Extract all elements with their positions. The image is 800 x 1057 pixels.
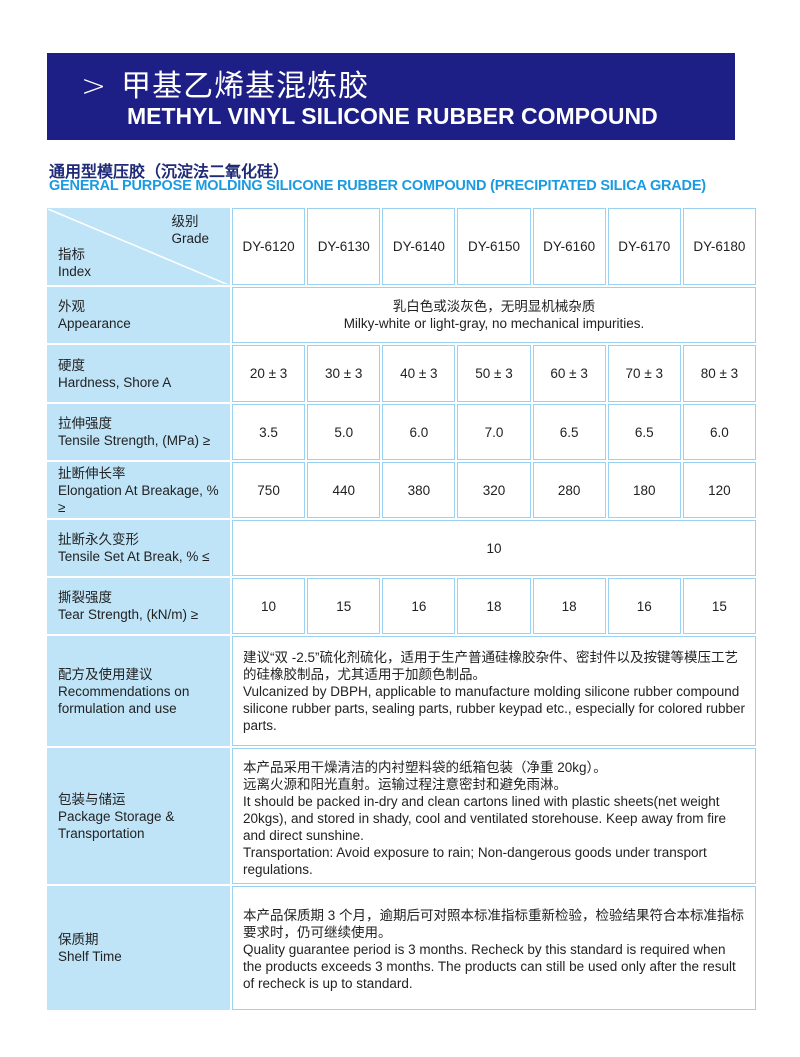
row-label: 扯断伸长率 Elongation At Breakage, % ≥ <box>47 462 230 518</box>
section-title-en: GENERAL PURPOSE MOLDING SILICONE RUBBER … <box>49 178 706 194</box>
chevron-right-icon: > <box>81 69 108 104</box>
cell: 120 <box>682 462 756 518</box>
cell: 320 <box>457 462 531 518</box>
row-label: 配方及使用建议 Recommendations on formulation an… <box>47 636 230 746</box>
table-row: 硬度 Hardness, Shore A 20 ± 3 30 ± 3 40 ± 3 50… <box>47 345 756 402</box>
cell: 3.5 <box>232 404 306 460</box>
row-label: 扯断永久变形 Tensile Set At Break, % ≤ <box>47 520 230 576</box>
cell: 750 <box>232 462 306 518</box>
title-banner: > 甲基乙烯基混炼胶 METHYL VINYL SILICONE RUBBER C… <box>47 53 735 140</box>
table-row: 撕裂强度 Tear Strength, (kN/m) ≥ 10 15 16 18 18 16… <box>47 578 756 634</box>
cell: 6.0 <box>382 404 456 460</box>
cell: 7.0 <box>457 404 531 460</box>
grade-header: DY-6160 <box>532 208 606 285</box>
table-row: 配方及使用建议 Recommendations on formulation an… <box>47 636 756 746</box>
spec-table: 级别 Grade 指标 Index DY-6120 DY-6130 DY-6140 … <box>45 206 758 1012</box>
row-label: 外观 Appearance <box>47 287 230 343</box>
cell: 380 <box>382 462 456 518</box>
cell: 70 ± 3 <box>607 345 681 402</box>
cell: 30 ± 3 <box>307 345 381 402</box>
cell: 10 <box>232 520 756 576</box>
row-label: 包装与储运 Package Storage & Transportation <box>47 748 230 884</box>
header-row: 级别 Grade 指标 Index DY-6120 DY-6130 DY-6140 … <box>47 208 756 285</box>
row-label: 保质期 Shelf Time <box>47 886 230 1010</box>
appearance-value: 乳白色或淡灰色，无明显机械杂质 Milky-white or light-gray… <box>232 287 756 343</box>
cell: 18 <box>457 578 531 634</box>
grade-header: DY-6180 <box>682 208 756 285</box>
cell: 80 ± 3 <box>682 345 756 402</box>
cell: 280 <box>532 462 606 518</box>
cell: 6.5 <box>607 404 681 460</box>
table-row: 拉伸强度 Tensile Strength, (MPa) ≥ 3.5 5.0 6.0 7… <box>47 404 756 460</box>
title-en: METHYL VINYL SILICONE RUBBER COMPOUND <box>127 103 658 129</box>
row-label: 撕裂强度 Tear Strength, (kN/m) ≥ <box>47 578 230 634</box>
table-row: 扯断伸长率 Elongation At Breakage, % ≥ 750 440 3… <box>47 462 756 518</box>
cell: 15 <box>682 578 756 634</box>
package-text: 本产品采用干燥清洁的内衬塑料袋的纸箱包装（净重 20kg）。 远离火源和阳光直射。… <box>232 748 756 884</box>
table-row: 外观 Appearance 乳白色或淡灰色，无明显机械杂质 Milky-white … <box>47 287 756 343</box>
cell: 18 <box>532 578 606 634</box>
grade-header: DY-6130 <box>307 208 381 285</box>
shelf-text: 本产品保质期 3 个月，逾期后可对照本标准指标重新检验，检验结果符合本标准指标要… <box>232 886 756 1010</box>
table-row: 包装与储运 Package Storage & Transportation 本产… <box>47 748 756 884</box>
row-label: 硬度 Hardness, Shore A <box>47 345 230 402</box>
cell: 5.0 <box>307 404 381 460</box>
cell: 10 <box>232 578 306 634</box>
cell: 6.0 <box>682 404 756 460</box>
recommendations-text: 建议“双 -2.5”硫化剂硫化，适用于生产普通硅橡胶杂件、密封件以及按键等模压工… <box>232 636 756 746</box>
cell: 16 <box>382 578 456 634</box>
grade-header: DY-6140 <box>382 208 456 285</box>
cell: 440 <box>307 462 381 518</box>
corner-cell: 级别 Grade 指标 Index <box>47 208 230 285</box>
cell: 15 <box>307 578 381 634</box>
row-label: 拉伸强度 Tensile Strength, (MPa) ≥ <box>47 404 230 460</box>
cell: 60 ± 3 <box>532 345 606 402</box>
title-cn: > 甲基乙烯基混炼胶 <box>81 69 370 104</box>
grade-header: DY-6120 <box>232 208 306 285</box>
cell: 6.5 <box>532 404 606 460</box>
table-row: 保质期 Shelf Time 本产品保质期 3 个月，逾期后可对照本标准指标重新检… <box>47 886 756 1010</box>
grade-header: DY-6150 <box>457 208 531 285</box>
cell: 180 <box>607 462 681 518</box>
grade-header: DY-6170 <box>607 208 681 285</box>
cell: 16 <box>607 578 681 634</box>
table-row: 扯断永久变形 Tensile Set At Break, % ≤ 10 <box>47 520 756 576</box>
section-title-cn: 通用型模压胶（沉淀法二氧化硅） <box>49 162 290 181</box>
cell: 40 ± 3 <box>382 345 456 402</box>
cell: 20 ± 3 <box>232 345 306 402</box>
cell: 50 ± 3 <box>457 345 531 402</box>
diagonal-divider <box>48 209 229 284</box>
